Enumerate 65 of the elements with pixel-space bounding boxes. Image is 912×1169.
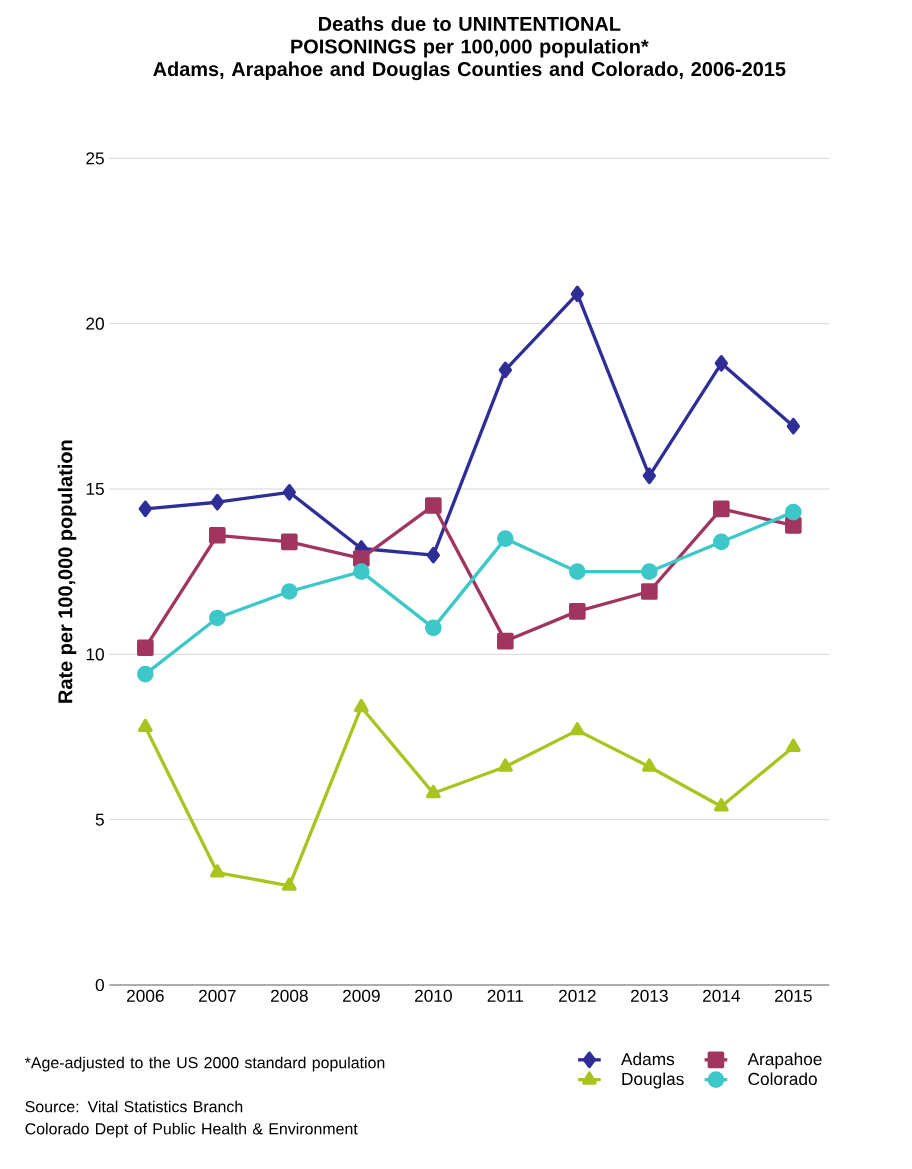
point [569,563,586,580]
point [713,798,729,812]
point [569,603,586,620]
point [353,563,370,580]
y-tick-label: 0 [95,978,104,992]
x-tick-label: 2010 [415,989,452,1002]
x-tick-label: 2006 [127,989,164,1002]
legend-label: Adams [621,1052,675,1066]
point [425,784,441,799]
point [498,361,512,379]
point [426,546,440,564]
point [785,517,802,534]
text: Colorado Dept of Public Health & Environment [25,1122,358,1138]
point [786,417,800,435]
point [281,533,298,551]
point [281,583,298,600]
legend-label: Colorado [748,1072,817,1086]
point [497,758,513,772]
point [714,355,728,372]
chart-title: Deaths due to UNINTENTIONAL POISONINGS per 100,000 population* [291,16,649,58]
x-tick-label: 2011 [487,989,524,1002]
text: *Age-adjusted to the US 2000 standard population [24,1056,385,1072]
y-tick-label: 15 [86,482,104,496]
point [713,500,730,518]
point [425,497,442,514]
y-tick-label: 25 [86,152,104,165]
x-tick-label: 2012 [559,989,596,1002]
x-tick-label: 2008 [271,989,308,1002]
point [641,563,658,580]
point [137,718,153,733]
point [137,665,154,683]
point [282,484,296,501]
y-axis-title: Rate per 100,000 population [57,440,77,703]
point [713,533,730,551]
y-tick-label: 10 [86,648,104,661]
point [785,503,802,521]
point [497,530,514,547]
point [641,583,658,600]
y-tick-label: 20 [86,317,104,330]
point [425,619,442,637]
point [209,864,225,878]
point [353,550,370,567]
point [642,467,656,485]
y-tick-label: 5 [95,813,104,826]
chart-subtitle: Adams, Arapahoe and Douglas Counties and Colorado, 2006-2015 [153,61,786,81]
point [641,758,657,772]
point [569,722,585,736]
x-tick-label: 2014 [703,989,741,1002]
x-tick-label: 2009 [343,989,380,1002]
x-tick-label: 2015 [775,989,812,1002]
source-note: Source: Vital Statistics Branch [25,1100,243,1113]
point [785,738,801,752]
point [497,632,514,650]
point [138,500,152,518]
point [210,493,224,511]
legend-label: Arapahoe [747,1052,822,1069]
x-tick-label: 2013 [631,989,668,1002]
legend-label: Douglas [622,1072,684,1089]
point [137,639,154,657]
point [353,698,369,713]
point [281,877,297,891]
point [209,609,226,627]
point [209,526,226,544]
point [570,285,584,303]
x-tick-label: 2007 [199,989,236,1002]
